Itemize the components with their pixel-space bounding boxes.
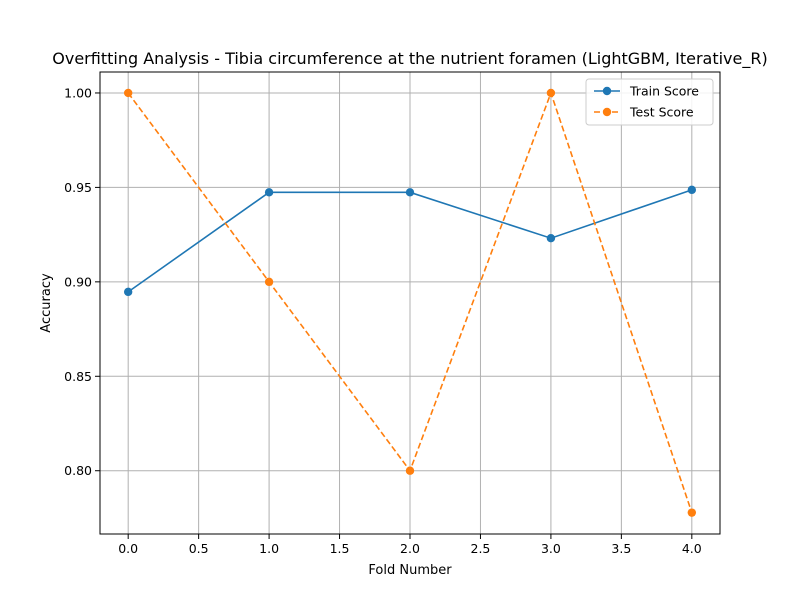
y-tick-label: 0.90 bbox=[64, 274, 92, 289]
y-tick-label: 0.85 bbox=[64, 369, 92, 384]
x-tick-label: 1.5 bbox=[330, 541, 350, 556]
test-score-point bbox=[687, 508, 697, 517]
test-score-point bbox=[123, 88, 133, 98]
legend-test-score-label: Test Score bbox=[629, 105, 694, 120]
test-score-point bbox=[546, 88, 556, 98]
x-tick-label: 2.5 bbox=[471, 541, 491, 556]
x-tick-label: 1.0 bbox=[259, 541, 279, 556]
x-tick-label: 0.0 bbox=[118, 541, 138, 556]
x-tick-label: 4.0 bbox=[682, 541, 702, 556]
train-score-point bbox=[687, 185, 697, 195]
train-score-point bbox=[123, 287, 133, 297]
x-axis-label: Fold Number bbox=[368, 563, 452, 578]
legend: Train Score Test Score bbox=[585, 78, 714, 126]
chart-title: Overfitting Analysis - Tibia circumferen… bbox=[52, 49, 767, 69]
legend-test-score-marker bbox=[602, 107, 612, 117]
axis-ticks: 0.0 0.5 1.0 1.5 2.0 2.5 3.0 3.5 4.0 0.80 0.85 0.90 0… bbox=[64, 85, 702, 556]
y-tick-label: 0.80 bbox=[64, 463, 92, 478]
series-layer bbox=[123, 88, 697, 517]
train-score-point bbox=[405, 188, 415, 197]
legend-train-score-marker bbox=[602, 86, 612, 96]
test-score-point bbox=[405, 466, 415, 475]
x-tick-label: 2.0 bbox=[400, 541, 420, 556]
test-score-point bbox=[264, 277, 274, 287]
x-tick-label: 0.5 bbox=[189, 541, 209, 556]
y-tick-label: 1.00 bbox=[64, 85, 92, 100]
legend-train-score-label: Train Score bbox=[629, 84, 699, 99]
train-score-point bbox=[264, 188, 274, 197]
y-tick-label: 0.95 bbox=[64, 180, 92, 195]
train-score-point bbox=[546, 234, 556, 243]
y-axis-label: Accuracy bbox=[39, 273, 54, 333]
x-tick-label: 3.5 bbox=[611, 541, 631, 556]
x-tick-label: 3.0 bbox=[541, 541, 561, 556]
